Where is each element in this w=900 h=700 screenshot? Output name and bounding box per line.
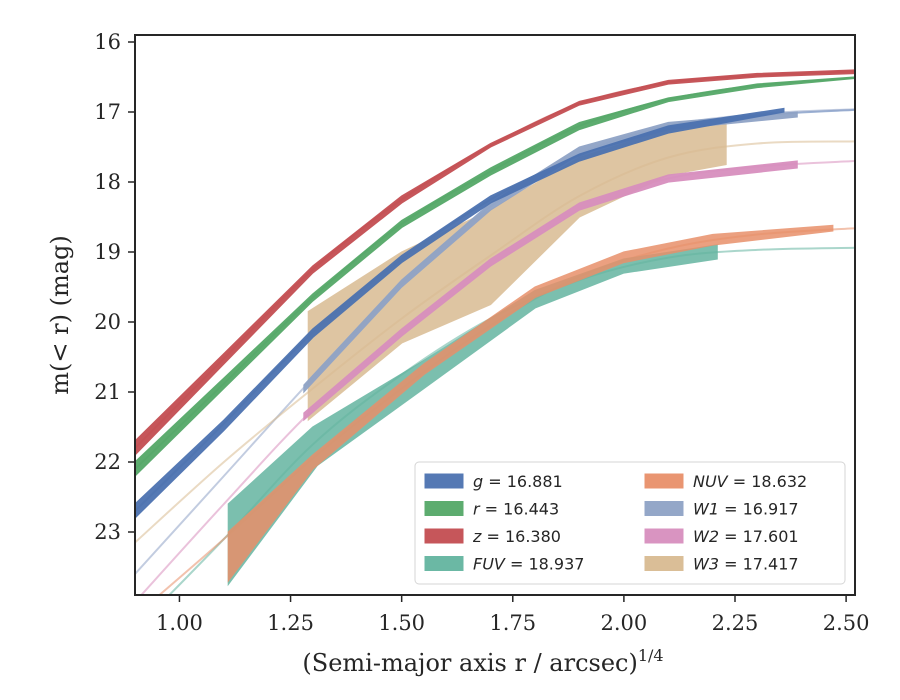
- y-tick-label: 18: [94, 170, 121, 194]
- y-tick-label: 19: [94, 240, 121, 264]
- legend-item-z: z = 16.380: [424, 527, 561, 546]
- data-bands: [135, 69, 855, 587]
- band-r: [135, 76, 855, 477]
- band-w2: [303, 160, 798, 422]
- x-tick-label: 2.25: [712, 611, 759, 635]
- legend-label: NUV = 18.632: [693, 472, 807, 491]
- legend-item-w1: W1 = 16.917: [644, 500, 799, 519]
- plot-frame: [134, 34, 856, 596]
- x-axis-label-exponent: 1/4: [638, 646, 664, 665]
- y-tick-label: 16: [94, 30, 121, 54]
- y-tick-label: 17: [94, 100, 121, 124]
- legend-swatch: [644, 473, 684, 489]
- band-z: [135, 69, 855, 456]
- band-nuv: [227, 224, 834, 583]
- legend-label: W2 = 17.601: [693, 527, 799, 546]
- legend-swatch: [424, 501, 464, 516]
- x-axis-label: (Semi-major axis r / arcsec)1/4: [302, 646, 663, 677]
- legend-label: z = 16.380: [472, 527, 561, 546]
- x-tick-label: 1.50: [378, 611, 425, 635]
- x-tick-label: 2.50: [823, 611, 870, 635]
- legend-swatch: [644, 556, 684, 571]
- y-axis-label: m(< r) (mag): [46, 235, 74, 394]
- legend-label: W1 = 16.917: [693, 500, 799, 519]
- legend-box: [414, 461, 846, 585]
- legend-swatch: [644, 528, 684, 544]
- legend-item-r: r = 16.443: [424, 500, 559, 519]
- y-tick-label: 20: [94, 310, 121, 334]
- x-axis-label-text: (Semi-major axis r / arcsec): [302, 649, 637, 677]
- legend-swatch: [644, 501, 684, 516]
- legend-item-fuv: FUV = 18.937: [424, 555, 584, 574]
- y-tick-label: 21: [94, 380, 121, 404]
- band-w3: [307, 118, 727, 422]
- legend-item-nuv: NUV = 18.632: [644, 472, 807, 491]
- legend-label: r = 16.443: [473, 500, 559, 519]
- legend-item-w3: W3 = 17.417: [644, 555, 799, 574]
- legend-item-g: g = 16.881: [424, 472, 563, 491]
- legend-swatch: [424, 473, 464, 489]
- legend-swatch: [424, 528, 464, 544]
- legend-item-w2: W2 = 17.601: [644, 527, 799, 546]
- x-tick-label: 1.75: [489, 611, 536, 635]
- y-axis-ticks: 16 17 18 19 20 21 22 23: [94, 30, 135, 544]
- legend-label: FUV = 18.937: [473, 555, 584, 574]
- legend-label: g = 16.881: [473, 472, 563, 491]
- legend: g = 16.881 r = 16.443 z = 16.380 FUV = 18.9…: [414, 461, 846, 585]
- legend-label: W3 = 17.417: [693, 555, 799, 574]
- y-tick-label: 22: [94, 450, 121, 474]
- y-tick-label: 23: [94, 520, 121, 544]
- x-tick-label: 2.00: [601, 611, 648, 635]
- x-axis-ticks: 1.00 1.25 1.50 1.75 2.00 2.25 2.50: [156, 595, 869, 635]
- x-tick-label: 1.00: [156, 611, 203, 635]
- x-tick-label: 1.25: [267, 611, 314, 635]
- band-g: [135, 107, 785, 519]
- legend-swatch: [424, 556, 464, 571]
